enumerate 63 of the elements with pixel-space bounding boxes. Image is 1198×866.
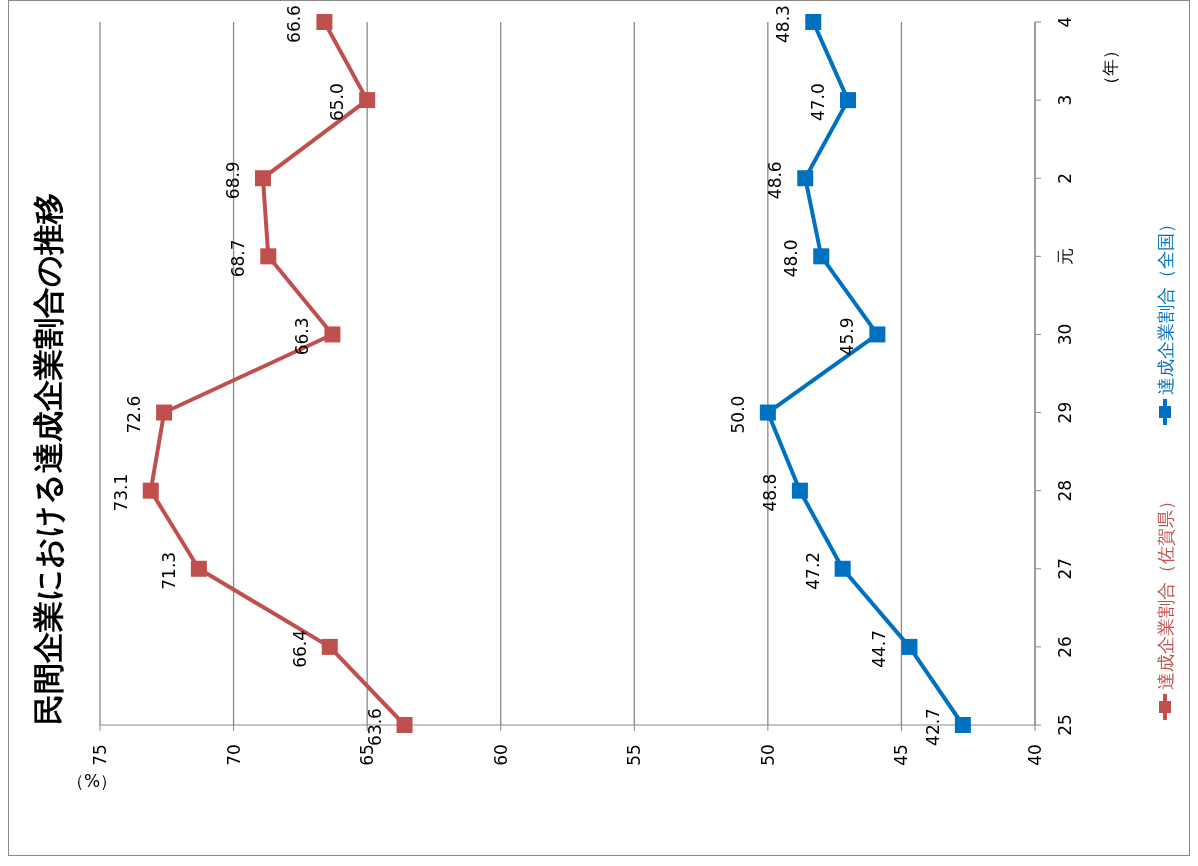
data-label: 50.0 xyxy=(727,395,748,434)
y-tick-label: 2 xyxy=(1055,172,1075,184)
data-label: 48.8 xyxy=(759,473,780,512)
y-tick-label: 25 xyxy=(1055,714,1075,736)
y-axis-title: （年） xyxy=(1100,42,1120,93)
data-label: 47.0 xyxy=(808,83,828,122)
data-label: 65.0 xyxy=(327,83,348,122)
x-tick-label: 55 xyxy=(624,744,645,766)
point xyxy=(324,326,341,343)
point xyxy=(840,92,856,109)
y-tick-label: 29 xyxy=(1055,401,1075,424)
data-label: 68.7 xyxy=(228,239,249,278)
data-label: 68.9 xyxy=(222,161,243,200)
point xyxy=(869,326,886,343)
x-tick-label: 70 xyxy=(223,744,244,766)
point xyxy=(813,248,830,265)
data-label: 66.3 xyxy=(292,317,313,356)
x-tick-label: 75 xyxy=(90,744,110,766)
point xyxy=(156,404,173,421)
data-label: 45.9 xyxy=(837,317,858,356)
data-label: 44.7 xyxy=(869,629,890,668)
x-axis-title: （%） xyxy=(66,771,118,791)
point xyxy=(359,92,376,109)
data-label: 48.6 xyxy=(765,161,786,200)
point xyxy=(142,482,159,499)
data-label: 73.1 xyxy=(110,473,131,512)
x-tick-label: 45 xyxy=(891,744,912,766)
text: 達成企業割合（佐賀県） xyxy=(1154,492,1176,690)
y-tick-label: 元 xyxy=(1055,247,1075,265)
text: 民間企業における達成企業割合の推移 xyxy=(30,193,66,725)
data-label: 66.6 xyxy=(284,5,305,43)
point xyxy=(805,14,822,30)
point xyxy=(759,404,776,421)
point xyxy=(791,482,808,499)
data-label: 63.6 xyxy=(364,708,385,746)
point xyxy=(190,560,207,577)
data-label: 71.3 xyxy=(158,551,179,590)
point xyxy=(954,717,971,733)
data-label: 48.3 xyxy=(773,5,794,43)
y-tick-label: 3 xyxy=(1055,94,1075,106)
data-label: 72.6 xyxy=(124,395,145,434)
y-tick-label: 26 xyxy=(1055,636,1075,658)
x-tick-label: 50 xyxy=(757,744,778,766)
y-tick-label: 28 xyxy=(1055,479,1075,502)
x-tick-label: 40 xyxy=(1025,744,1045,766)
data-label: 66.4 xyxy=(289,629,310,668)
y-tick-label: 4 xyxy=(1055,16,1075,28)
x-tick-label: 60 xyxy=(490,744,511,766)
data-label: 47.2 xyxy=(802,551,823,590)
x-tick-label: 65 xyxy=(357,744,378,766)
point xyxy=(901,638,918,655)
text: 達成企業割合（全国） xyxy=(1154,215,1176,395)
point xyxy=(321,638,338,655)
y-tick-label: 27 xyxy=(1055,557,1075,580)
y-tick-label: 30 xyxy=(1055,323,1075,346)
point xyxy=(316,14,333,30)
point xyxy=(834,560,851,577)
point xyxy=(396,717,413,733)
point xyxy=(254,170,271,187)
data-label: 48.0 xyxy=(781,239,802,278)
data-label: 42.7 xyxy=(922,708,943,746)
point xyxy=(797,170,814,187)
point xyxy=(260,248,277,265)
